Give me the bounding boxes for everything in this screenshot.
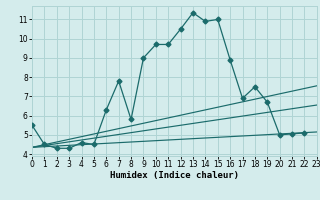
X-axis label: Humidex (Indice chaleur): Humidex (Indice chaleur) [110, 171, 239, 180]
